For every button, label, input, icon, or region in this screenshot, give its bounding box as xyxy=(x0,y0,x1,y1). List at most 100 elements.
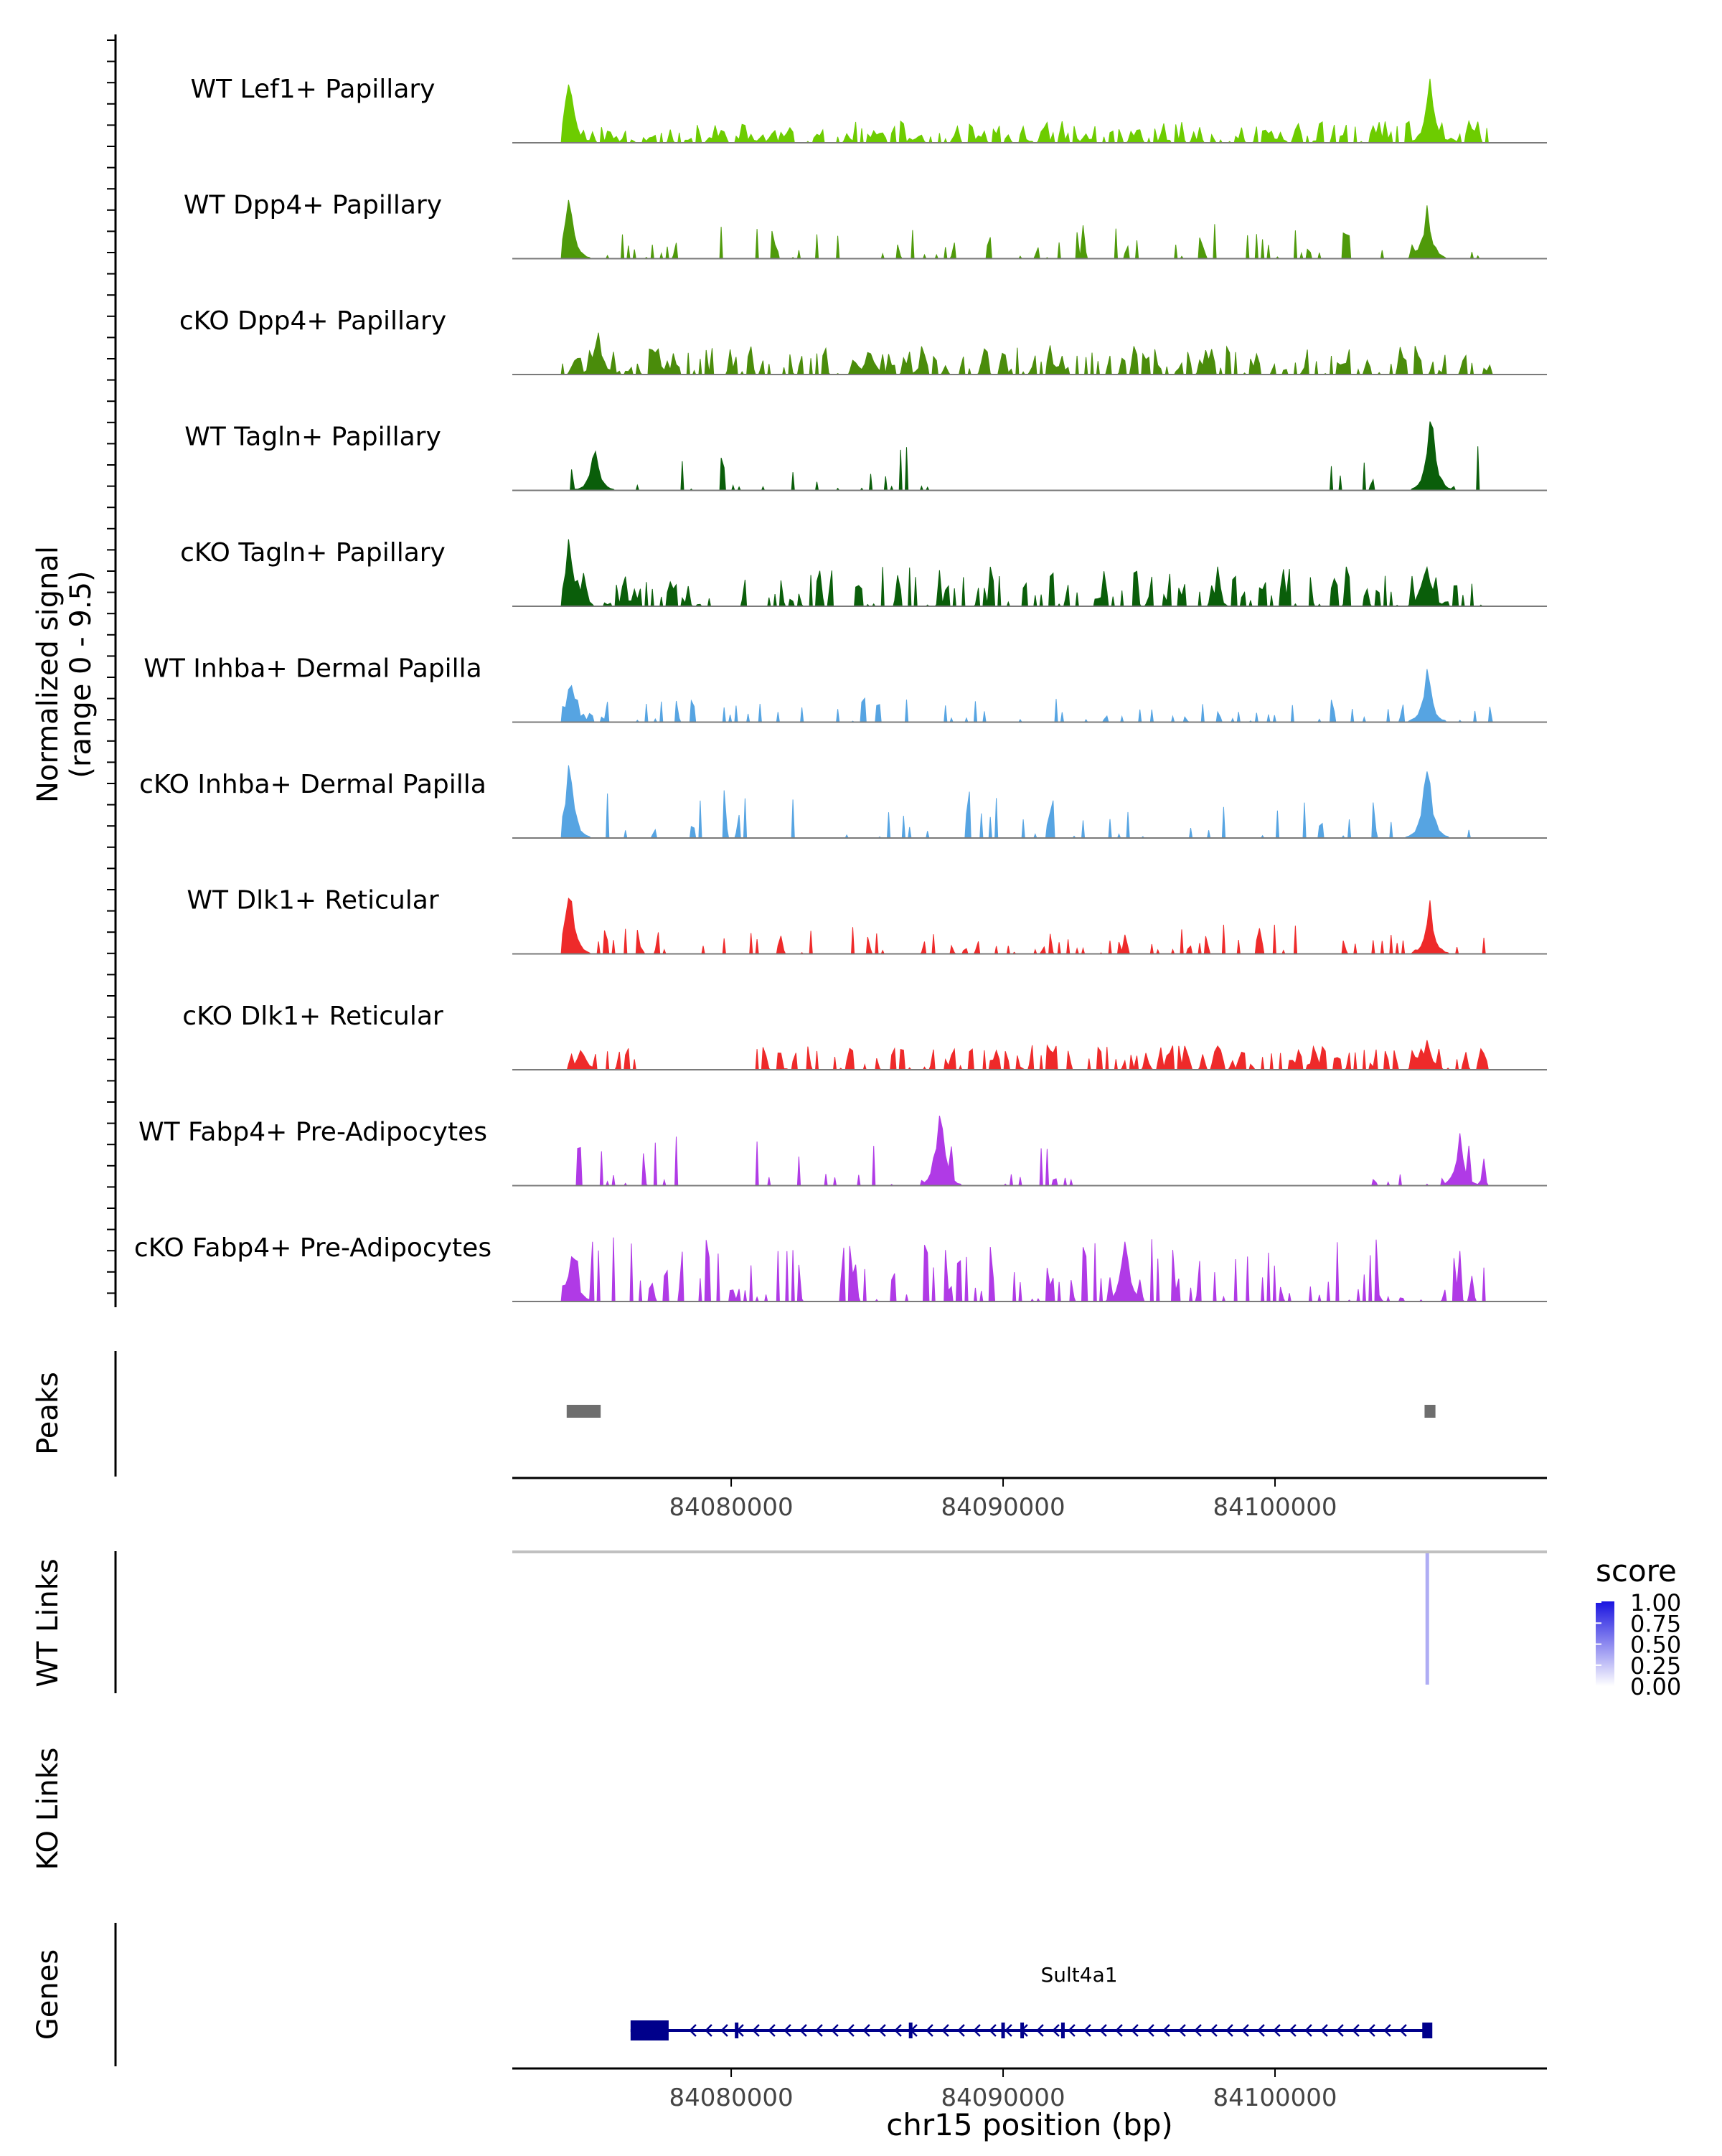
strand-arrow xyxy=(1225,2024,1233,2037)
coverage-area xyxy=(560,898,1486,954)
track-label: WT Inhba+ Dermal Papilla xyxy=(144,654,481,684)
track-label: WT Fabp4+ Pre-Adipocytes xyxy=(138,1118,487,1147)
gene-exon xyxy=(1422,2023,1433,2038)
x-axis-tick-label: 84090000 xyxy=(941,1493,1065,1522)
strand-arrow xyxy=(1399,2024,1407,2037)
strand-arrow xyxy=(1052,2024,1060,2037)
strand-arrow xyxy=(1068,2024,1076,2037)
coverage-area xyxy=(570,421,1480,491)
coverage-area xyxy=(560,78,1489,143)
x-axis-tick-label: 84080000 xyxy=(669,1493,794,1522)
x-axis-ticks-bottom: 84080000 84090000 84100000 xyxy=(669,2068,1337,2112)
coverage-tracks: WT Lef1+ Papillary WT Dpp4+ Papillary cKO … xyxy=(134,75,1547,1302)
x-axis-title: chr15 position (bp) xyxy=(886,2107,1173,2142)
strand-arrow xyxy=(862,2024,870,2037)
gene-thick-exon xyxy=(630,2020,669,2040)
y-axis-title: Normalized signal (range 0 - 9.5) xyxy=(32,546,98,803)
strand-arrow xyxy=(894,2024,902,2037)
strand-arrow xyxy=(689,2024,697,2037)
strand-arrow xyxy=(815,2024,823,2037)
wt-links-label: WT Links xyxy=(32,1558,65,1687)
strand-arrow xyxy=(736,2024,744,2037)
strand-arrow xyxy=(768,2024,776,2037)
strand-arrow xyxy=(1004,2024,1012,2037)
legend-tick-label: 0.50 xyxy=(1630,1632,1681,1659)
strand-arrow xyxy=(989,2024,997,2037)
track: WT Tagln+ Papillary xyxy=(184,421,1547,491)
track: WT Inhba+ Dermal Papilla xyxy=(144,654,1547,723)
x-axis-tick-label: 84100000 xyxy=(1213,2084,1337,2112)
legend-ticks: 1.000.750.500.250.00 xyxy=(1596,1589,1681,1700)
coverage-area xyxy=(560,539,1484,607)
legend-tick-label: 0.75 xyxy=(1630,1610,1681,1637)
strand-arrow xyxy=(847,2024,855,2037)
strand-arrow xyxy=(1336,2024,1344,2037)
strand-arrow xyxy=(1383,2024,1391,2037)
peaks-track xyxy=(566,1405,1436,1418)
track: WT Dlk1+ Reticular xyxy=(187,886,1547,955)
gene-name-label: Sult4a1 xyxy=(1041,1963,1118,1987)
coverage-area xyxy=(560,332,1493,375)
x-axis-ticks-top: 84080000 84090000 84100000 xyxy=(669,1478,1337,1522)
legend-title: score xyxy=(1596,1553,1677,1588)
peak-region xyxy=(1424,1405,1436,1418)
legend-tick-label: 1.00 xyxy=(1630,1589,1681,1616)
strand-arrow xyxy=(957,2024,965,2037)
strand-arrow xyxy=(1320,2024,1328,2037)
strand-arrow xyxy=(752,2024,760,2037)
strand-arrow xyxy=(1304,2024,1312,2037)
strand-arrow xyxy=(1162,2024,1170,2037)
coverage-area xyxy=(575,1115,1490,1186)
track-label: WT Dlk1+ Reticular xyxy=(187,886,438,915)
strand-arrow xyxy=(1020,2024,1028,2037)
coverage-area xyxy=(560,1237,1486,1302)
strand-arrow xyxy=(1210,2024,1218,2037)
strand-arrow xyxy=(1131,2024,1139,2037)
strand-arrow xyxy=(720,2024,728,2037)
strand-arrow xyxy=(1147,2024,1154,2037)
gene-exon xyxy=(1001,2023,1005,2038)
strand-arrow xyxy=(1241,2024,1249,2037)
coverage-area xyxy=(560,669,1493,722)
track: cKO Inhba+ Dermal Papilla xyxy=(139,765,1547,839)
strand-arrow xyxy=(1194,2024,1202,2037)
strand-arrow xyxy=(926,2024,933,2037)
strand-arrow xyxy=(784,2024,791,2037)
track: cKO Fabp4+ Pre-Adipocytes xyxy=(134,1233,1547,1302)
strand-arrow xyxy=(1352,2024,1360,2037)
score-legend: score 1.000.750.500.250.00 xyxy=(1596,1553,1681,1700)
track-label: cKO Tagln+ Papillary xyxy=(180,538,446,568)
strand-arrow xyxy=(878,2024,886,2037)
x-axis-tick-label: 84090000 xyxy=(941,2084,1065,2112)
coverage-area xyxy=(560,765,1472,839)
ko-links-label: KO Links xyxy=(32,1748,65,1870)
peaks-track-label: Peaks xyxy=(32,1372,65,1455)
strand-arrow xyxy=(941,2024,949,2037)
strand-arrow xyxy=(1368,2024,1375,2037)
genes-track: Sult4a1 xyxy=(630,1963,1433,2040)
strand-arrow xyxy=(1178,2024,1186,2037)
track: cKO Dpp4+ Papillary xyxy=(179,306,1547,375)
gene-exon xyxy=(1060,2023,1065,2038)
coverage-area xyxy=(560,199,1480,259)
strand-arrow xyxy=(1273,2024,1281,2037)
y-axis-label-line1: Normalized signal xyxy=(32,546,65,803)
track: cKO Dlk1+ Reticular xyxy=(182,1002,1547,1070)
track: WT Dpp4+ Papillary xyxy=(184,191,1547,260)
strand-arrow xyxy=(1115,2024,1123,2037)
peak-region xyxy=(566,1405,601,1418)
strand-arrow xyxy=(1099,2024,1107,2037)
strand-arrow xyxy=(973,2024,981,2037)
legend-tick-label: 0.25 xyxy=(1630,1652,1681,1680)
track-label: WT Lef1+ Papillary xyxy=(191,75,436,104)
track: cKO Tagln+ Papillary xyxy=(180,538,1547,607)
track: WT Lef1+ Papillary xyxy=(191,75,1547,143)
y-axis-label-line2: (range 0 - 9.5) xyxy=(65,570,98,778)
strand-arrow xyxy=(1083,2024,1091,2037)
strand-arrow xyxy=(1257,2024,1265,2037)
track-label: cKO Inhba+ Dermal Papilla xyxy=(139,770,486,799)
y-axis-ticks xyxy=(107,39,116,1294)
x-axis-tick-label: 84100000 xyxy=(1213,1493,1337,1522)
